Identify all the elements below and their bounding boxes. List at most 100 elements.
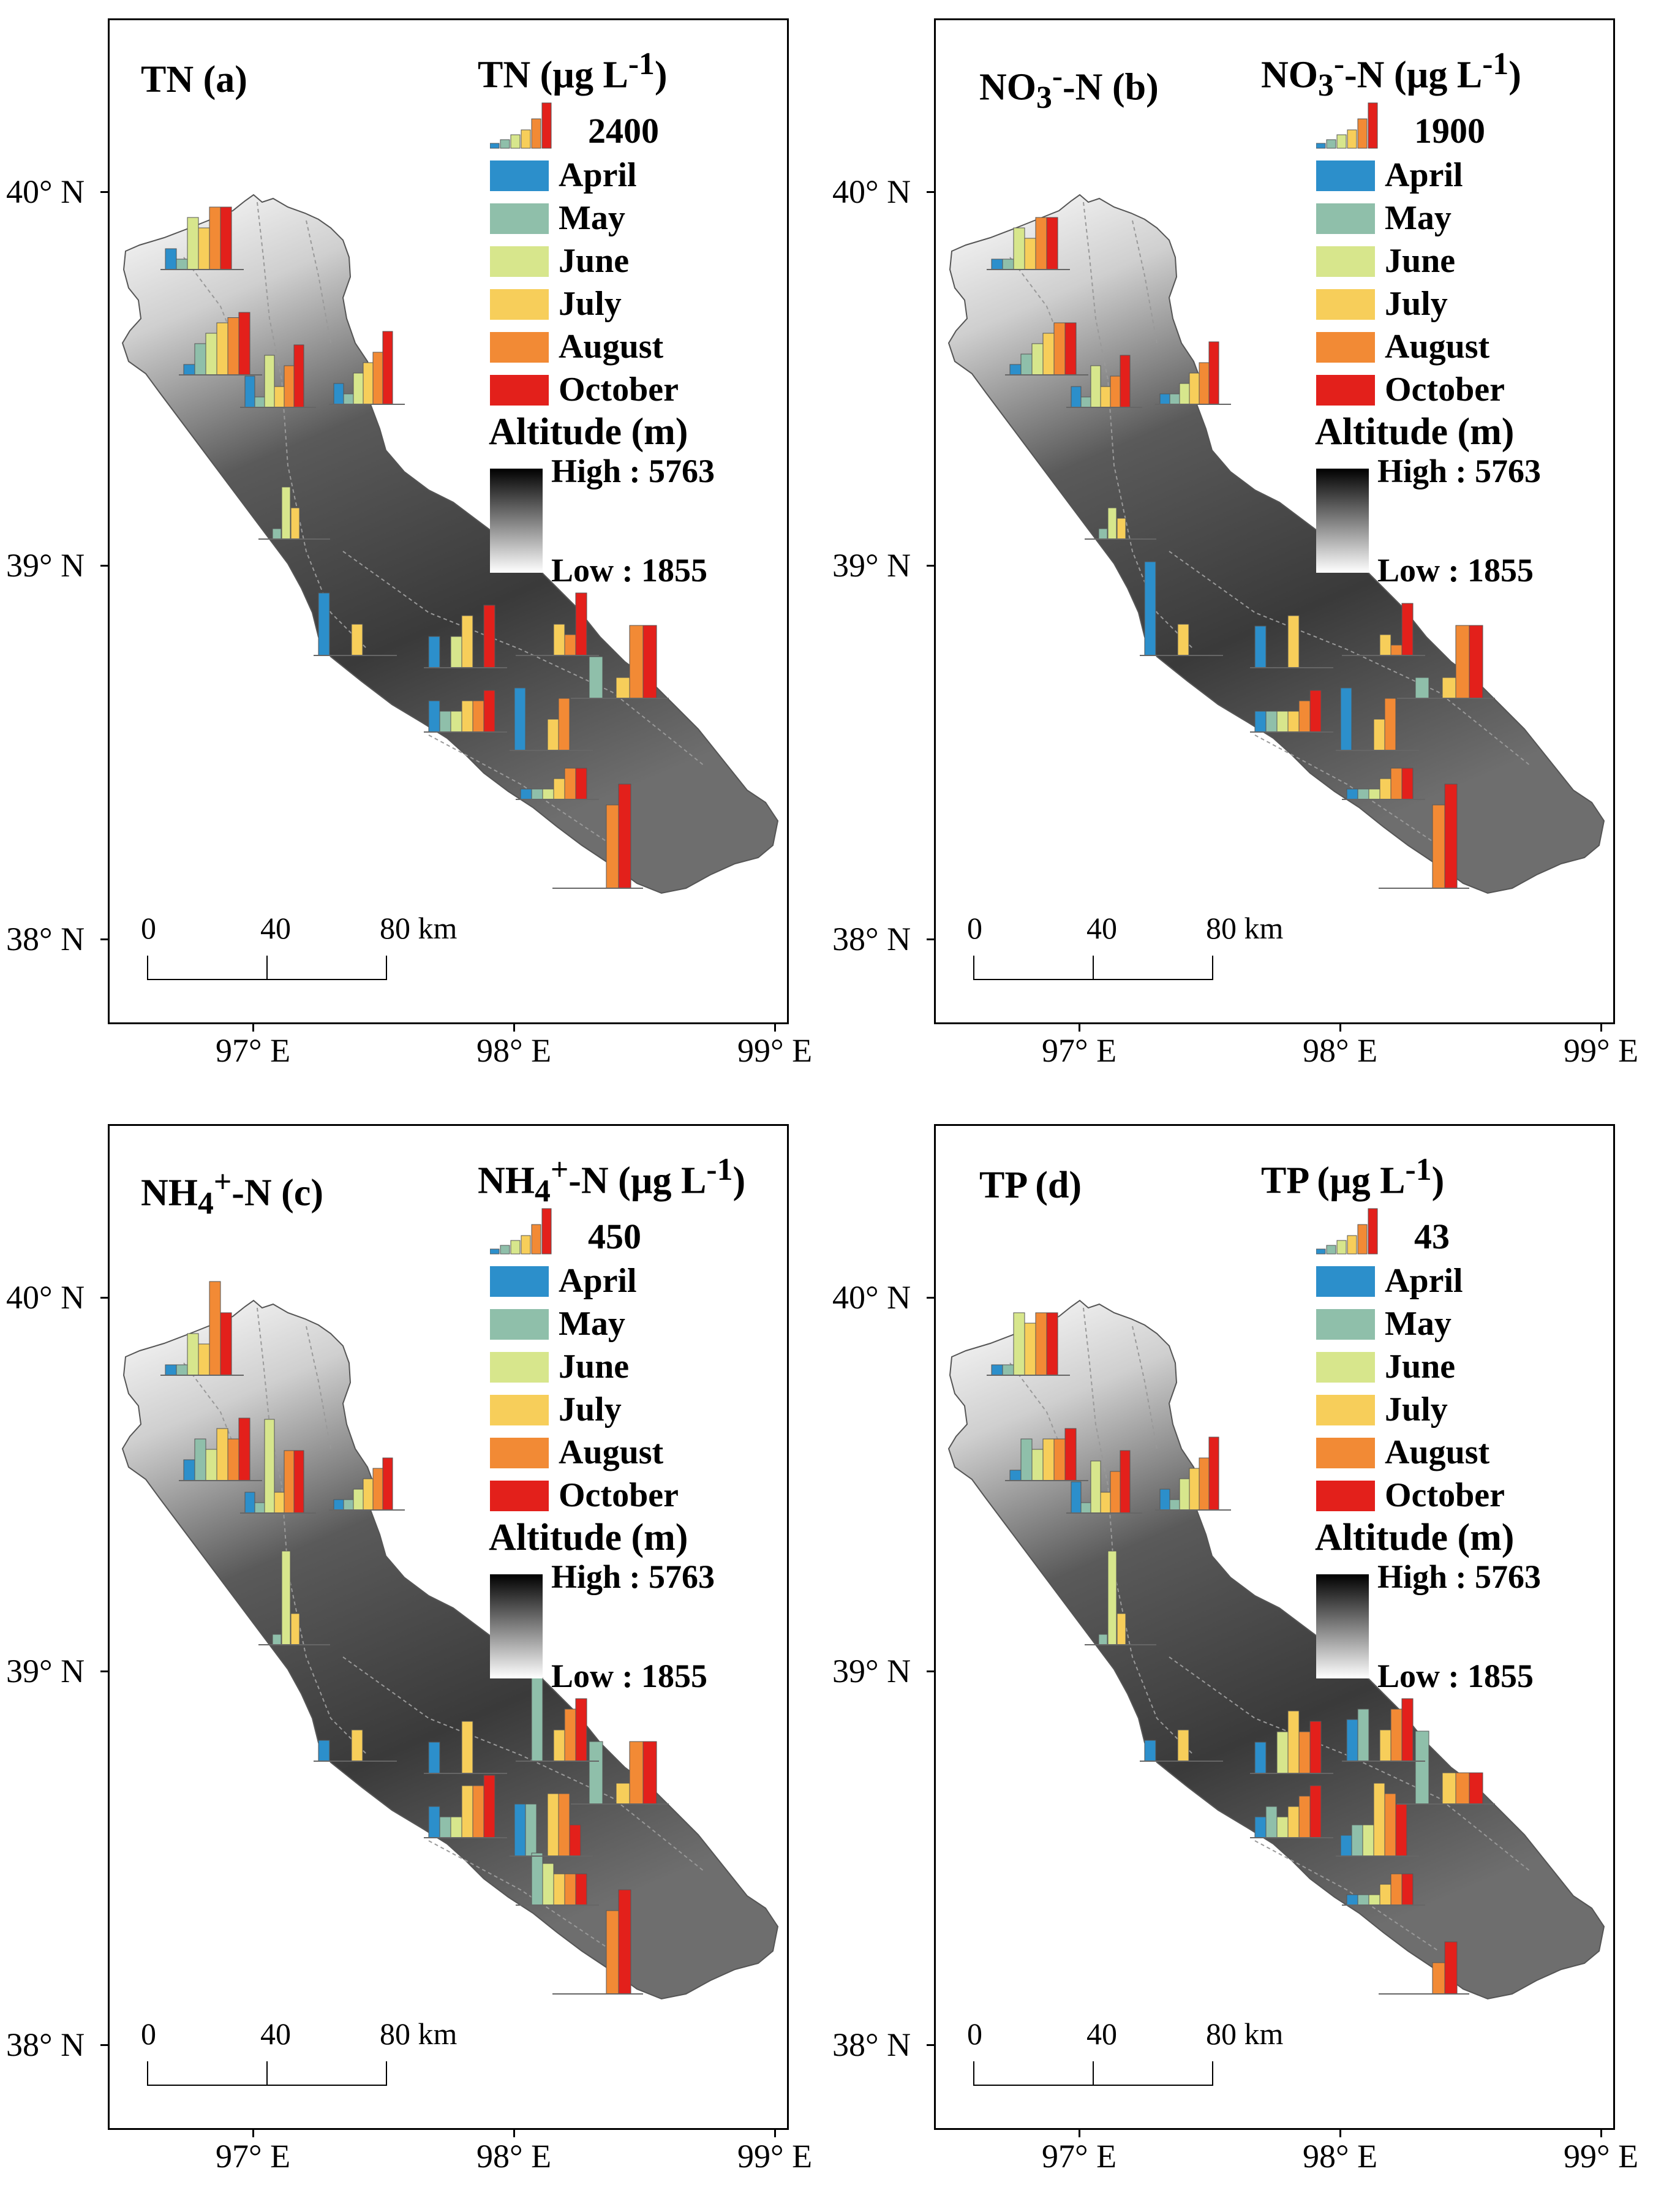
concentration-bar [1432,1962,1445,1995]
concentration-bar [558,1793,570,1857]
concentration-bar [1071,1481,1082,1514]
legend-label-april: April [559,1262,637,1300]
concentration-bar [343,1499,354,1511]
concentration-bar [1116,1613,1126,1645]
legend-label-july: July [559,1391,622,1429]
stream-line [428,734,613,846]
concentration-bar [254,1502,265,1514]
latitude-tick [100,938,108,940]
longitude-label: 97° E [216,1032,291,1069]
longitude-tick [1600,1024,1602,1032]
concentration-bar [564,768,576,800]
concentration-bar [1254,1816,1267,1838]
scale-bar-tick [147,2061,148,2086]
concentration-bar [1346,788,1358,800]
concentration-bar [1395,1803,1407,1857]
latitude-label: 39° N [6,1653,85,1689]
concentration-bar [564,1873,576,1906]
concentration-bar [1071,386,1082,408]
concentration-bar [1002,259,1014,270]
altitude-high-label: High : 5763 [1377,453,1542,489]
legend-title: NO3--N (µg L-1) [1261,47,1521,104]
legend-bar-icon [490,1208,552,1255]
panel-d: TP (d) TP (µg L-1) 43 April May June July Augus… [826,1106,1652,2211]
concentration-bar [1064,322,1077,376]
concentration-bar [1415,1731,1429,1805]
concentration-bar [281,486,291,540]
concentration-bar [1035,1312,1047,1376]
concentration-bar [1340,1835,1352,1857]
concentration-bar [618,1889,631,1995]
concentration-bar [564,1708,576,1762]
altitude-legend-title: Altitude (m) [1315,411,1515,453]
concentration-bar [606,1910,619,1995]
concentration-bar [176,259,188,270]
concentration-bar [372,352,383,405]
legend-swatch-april [490,160,549,191]
legend-label-may: May [1385,199,1452,237]
longitude-label: 97° E [1042,2138,1117,2175]
legend-bar-icon [1316,102,1378,149]
concentration-bar [1401,1873,1414,1906]
concentration-bar [1110,1471,1121,1514]
concentration-bar [1265,711,1278,733]
legend-bar-icon [1316,1208,1378,1255]
stream-line [1009,257,1072,368]
legend-swatch-june [1316,1352,1375,1383]
latitude-label: 40° N [832,1279,911,1316]
concentration-bar [564,634,576,656]
concentration-bar [183,364,195,376]
concentration-bar [1064,1428,1077,1481]
concentration-bar [290,507,300,540]
stream-line [428,1840,613,1952]
concentration-bar [1390,768,1403,800]
concentration-bar [575,1873,587,1906]
stream-line [1132,220,1158,344]
watershed-map [121,194,779,894]
legend-label-august: August [1385,1433,1490,1471]
concentration-bar [1401,603,1414,656]
legend-label-may: May [1385,1305,1452,1343]
concentration-bar [1179,1478,1190,1511]
stream-line [1169,551,1531,766]
concentration-bar [1340,687,1352,751]
concentration-bar [351,624,363,656]
legend-label-april: April [1385,1262,1463,1300]
concentration-bar [1379,778,1391,800]
concentration-bar [194,1438,206,1481]
concentration-bar [1024,1323,1036,1376]
concentration-bar [1287,615,1300,668]
concentration-bar [450,636,462,668]
concentration-bar [525,1803,537,1857]
concentration-bar [1120,355,1131,408]
concentration-bar [1298,1795,1311,1838]
concentration-bar [1199,1457,1210,1511]
concentration-bar [991,1364,1003,1376]
concentration-bar [1346,1719,1358,1762]
longitude-tick [1079,2130,1080,2137]
concentration-bar [1346,1894,1358,1906]
concentration-bar [1390,644,1403,656]
concentration-bar [353,372,364,405]
concentration-bar [553,1873,565,1906]
legend-swatch-july [490,1395,549,1425]
concentration-bar [616,677,630,699]
scale-bar-tick [973,2061,974,2086]
legend-swatch-june [490,246,549,277]
concentration-bar [220,206,232,270]
legend-label-august: August [559,328,664,366]
basin-shape [947,194,1605,894]
concentration-bar [1080,1502,1091,1514]
concentration-bar [531,1852,543,1906]
concentration-bar [483,690,495,733]
concentration-bar [531,1677,543,1762]
concentration-bar [1107,507,1117,540]
concentration-bar [472,1785,484,1838]
concentration-bar [547,1793,559,1857]
concentration-bar [439,1816,451,1838]
stream-line [183,1362,246,1474]
scale-bar-label: 80 km [1206,911,1284,945]
panel-title: TP (d) [979,1165,1082,1206]
concentration-bar [216,1428,228,1481]
concentration-bar [343,393,354,405]
